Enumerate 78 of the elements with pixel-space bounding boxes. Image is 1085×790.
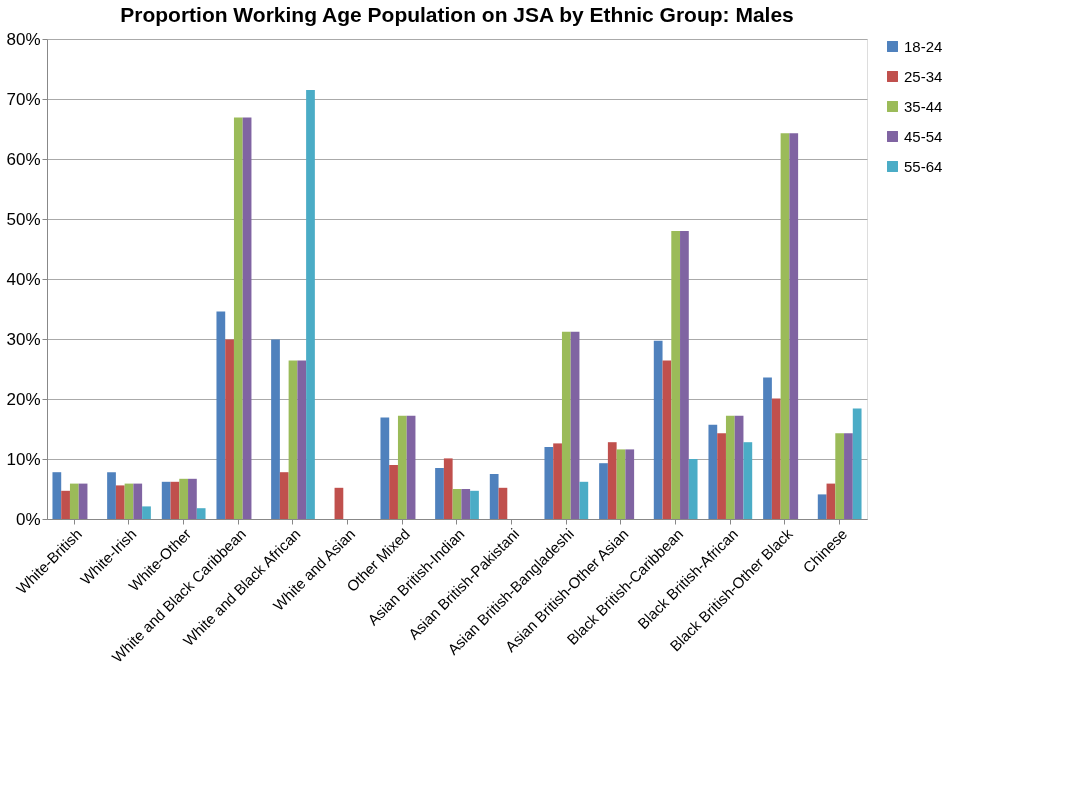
bar [225,339,234,519]
legend-label: 18-24 [904,37,943,55]
bar [725,415,735,519]
y-tick-label: 70% [6,89,41,109]
bar [61,490,70,519]
bar [306,90,315,519]
bar [717,433,726,519]
bar [688,459,698,519]
bar [844,433,853,519]
bar [380,417,390,519]
bar [653,340,663,519]
bar [461,489,471,519]
bar [579,481,589,519]
bar [498,487,508,519]
bar [662,360,672,519]
bar [52,472,62,519]
bar [279,472,289,519]
bar [599,463,608,519]
bar [734,415,744,519]
bar [78,483,88,519]
bar [852,408,862,519]
bar [544,447,554,519]
bar [124,483,134,519]
bar [616,449,626,519]
bar [297,360,307,519]
bar [188,478,197,519]
bar [133,483,143,519]
bar [107,472,116,519]
bar [708,424,718,519]
chart-title: Proportion Working Age Population on JSA by Ethnic Group: Males [120,3,794,26]
bar [763,377,772,519]
bar [835,433,845,519]
bar [435,468,444,519]
bar [216,311,226,519]
bar [334,487,344,519]
bar [470,490,479,519]
bar [789,133,799,519]
bar [406,415,416,519]
bar [743,442,753,519]
bar [826,483,836,519]
legend-label: 45-54 [904,127,943,145]
bar [142,506,151,519]
bar [242,117,252,519]
legend-label: 35-44 [904,97,943,115]
bar [780,133,790,519]
bar [553,443,562,519]
y-tick-label: 50% [6,209,41,229]
bar [443,458,453,519]
bar [170,481,180,519]
bar [69,483,79,519]
bar [179,478,189,519]
bar [271,339,280,519]
y-tick-label: 10% [6,449,41,469]
y-tick-label: 0% [15,509,41,529]
bar [288,360,298,519]
y-tick-label: 80% [6,29,41,49]
bar [671,231,681,519]
bar [489,474,499,519]
bar [570,331,580,519]
y-tick-label: 60% [6,149,41,169]
bar [196,508,206,519]
bar [397,415,407,519]
bar [389,465,398,519]
legend-label: 55-64 [904,157,943,175]
y-tick-label: 40% [6,269,41,289]
bar [233,117,243,519]
bar [607,442,617,519]
bar [161,481,171,519]
y-tick-label: 20% [6,389,41,409]
bar [817,494,827,519]
y-tick-label: 30% [6,329,41,349]
bar [680,231,689,519]
bar [771,398,781,519]
bar [625,449,635,519]
legend-label: 25-34 [904,67,943,85]
bar [115,485,125,519]
bar [561,331,571,519]
bar [452,489,462,519]
